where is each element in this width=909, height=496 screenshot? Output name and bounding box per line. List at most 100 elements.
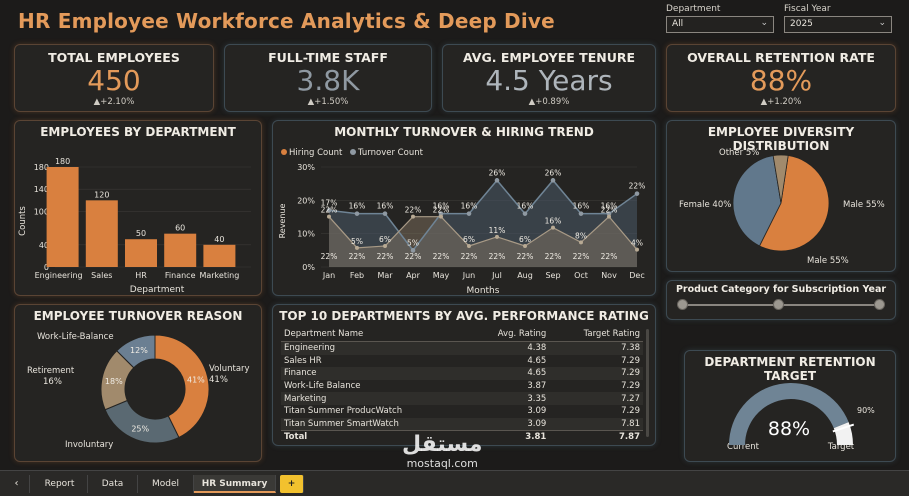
gauge-remaining-arc bbox=[833, 422, 853, 445]
column-header[interactable]: Avg. Rating bbox=[467, 327, 550, 342]
kpi-total-employees[interactable]: TOTAL EMPLOYEES 450 ▲+2.10% bbox=[14, 44, 214, 112]
x-tick-label: Mar bbox=[377, 271, 393, 280]
chart-title: MONTHLY TURNOVER & HIRING TREND bbox=[334, 125, 594, 139]
cell-department: Titan Summer SmartWatch bbox=[281, 417, 468, 431]
product-category-slicer[interactable]: Product Category for Subscription Year bbox=[666, 280, 896, 320]
x-tick-label: Sales bbox=[91, 271, 112, 280]
tab-nav-left-icon[interactable]: ‹ bbox=[4, 475, 30, 493]
performance-table-card[interactable]: TOP 10 DEPARTMENTS BY AVG. PERFORMANCE R… bbox=[272, 304, 656, 446]
hiring-point bbox=[634, 191, 640, 196]
table-row[interactable]: Marketing 3.35 7.27 bbox=[281, 392, 643, 405]
baseline-data-label: 22% bbox=[377, 252, 394, 261]
tab-report[interactable]: Report bbox=[32, 475, 88, 493]
table-row[interactable]: Finance 4.65 7.29 bbox=[281, 367, 643, 380]
pie-label-male: Male 55% bbox=[843, 200, 885, 210]
table-scrollbar[interactable] bbox=[646, 329, 649, 437]
fiscal-year-filter-select[interactable]: 2025 ⌄ bbox=[784, 16, 892, 33]
baseline-data-label: 22% bbox=[321, 252, 338, 261]
department-filter-select[interactable]: All ⌄ bbox=[666, 16, 774, 33]
table-row[interactable]: Work-Life Balance 3.87 7.29 bbox=[281, 380, 643, 393]
turnover-reason-donut: Work-Life-Balance Retirement 16% Volunta… bbox=[27, 332, 250, 450]
employees-by-department-card[interactable]: EMPLOYEES BY DEPARTMENT Counts Departmen… bbox=[14, 120, 262, 296]
cell-target-rating: 7.27 bbox=[549, 392, 643, 405]
column-header[interactable]: Department Name bbox=[281, 327, 468, 342]
x-tick-label: Feb bbox=[350, 271, 364, 280]
donut-slice-voluntary bbox=[154, 334, 210, 439]
chevron-down-icon: ⌄ bbox=[878, 18, 886, 28]
x-tick-label: Jul bbox=[491, 271, 502, 280]
cell-total-label: Total bbox=[281, 430, 468, 444]
hiring-data-label: 17% bbox=[321, 198, 338, 207]
fiscal-year-filter[interactable]: Fiscal Year 2025 ⌄ bbox=[784, 4, 892, 33]
cell-department: Finance bbox=[281, 367, 468, 380]
cell-avg-rating: 3.09 bbox=[527, 406, 547, 417]
x-axis-label: Department bbox=[130, 285, 185, 295]
donut-data-label: 41% bbox=[187, 375, 205, 384]
kpi-value: 4.5 Years bbox=[485, 64, 613, 97]
turnover-reason-card[interactable]: EMPLOYEE TURNOVER REASON Work-Life-Balan… bbox=[14, 304, 262, 462]
hiring-point bbox=[410, 248, 416, 253]
y-tick-label: 10% bbox=[297, 230, 315, 239]
chart-title: DEPARTMENT RETENTION TARGET bbox=[704, 355, 876, 383]
tab-hr-summary[interactable]: HR Summary bbox=[194, 475, 276, 493]
cell-total-avg: 3.81 bbox=[467, 430, 550, 444]
label-work-life-balance: Work-Life-Balance bbox=[37, 332, 114, 342]
pie-slice-male bbox=[758, 155, 830, 252]
chevron-down-icon: ⌄ bbox=[760, 18, 768, 28]
baseline-data-label: 22% bbox=[461, 252, 478, 261]
department-filter-label: Department bbox=[666, 4, 721, 14]
hiring-data-label: 16% bbox=[433, 202, 450, 211]
diversity-distribution-card[interactable]: EMPLOYEE DIVERSITY DISTRIBUTION Male 55%… bbox=[666, 120, 896, 272]
kpi-retention-rate[interactable]: OVERALL RETENTION RATE 88% ▲+1.20% bbox=[666, 44, 896, 112]
monthly-trend-card[interactable]: MONTHLY TURNOVER & HIRING TREND Hiring C… bbox=[272, 120, 656, 296]
y-tick-label: 0 bbox=[44, 263, 49, 272]
turnover-point bbox=[411, 214, 415, 219]
donut-data-label: 25% bbox=[131, 424, 149, 433]
slider-handle-left[interactable] bbox=[677, 299, 688, 310]
column-header[interactable]: Target Rating bbox=[549, 327, 643, 342]
fiscal-year-filter-label: Fiscal Year bbox=[784, 4, 831, 14]
cell-avg-rating: 4.65 bbox=[527, 355, 547, 366]
chart-title: EMPLOYEE DIVERSITY DISTRIBUTION bbox=[707, 125, 855, 153]
cell-target-rating: 7.29 bbox=[621, 406, 640, 417]
table-row[interactable]: Engineering 4.38 7.38 bbox=[281, 341, 643, 355]
x-tick-label: Oct bbox=[574, 271, 588, 280]
table-row[interactable]: Titan Summer SmartWatch 3.09 7.81 bbox=[281, 417, 643, 431]
y-axis-label: Counts bbox=[18, 206, 28, 236]
department-filter[interactable]: Department All ⌄ bbox=[666, 4, 774, 33]
kpi-avg-tenure[interactable]: AVG. EMPLOYEE TENURE 4.5 Years ▲+0.89% bbox=[442, 44, 656, 112]
bar-data-label: 180 bbox=[55, 157, 70, 166]
cell-total-target: 7.87 bbox=[549, 430, 643, 444]
cell-avg-rating: 3.87 bbox=[527, 381, 547, 392]
y-tick-label: 140 bbox=[34, 185, 49, 194]
slider-handle-right[interactable] bbox=[874, 299, 885, 310]
label-retirement-pct: 16% bbox=[43, 377, 62, 387]
tab-data[interactable]: Data bbox=[88, 475, 138, 493]
baseline-data-label: 22% bbox=[489, 252, 506, 261]
add-page-button[interactable]: + bbox=[280, 475, 304, 493]
turnover-point bbox=[495, 234, 499, 239]
x-tick-label: Sep bbox=[545, 271, 560, 280]
kpi-full-time-staff[interactable]: FULL-TIME STAFF 3.8K ▲+1.50% bbox=[224, 44, 432, 112]
tab-model[interactable]: Model bbox=[138, 475, 194, 493]
slider-handle-middle[interactable] bbox=[773, 299, 784, 310]
hiring-data-label: 16% bbox=[461, 202, 478, 211]
pie-label-other: Other 5% bbox=[719, 148, 759, 158]
pie-label-female: Female 40% bbox=[679, 200, 731, 210]
kpi-delta: ▲+1.20% bbox=[760, 97, 802, 107]
turnover-point bbox=[551, 225, 555, 230]
y-tick-label: 180 bbox=[34, 163, 49, 172]
hiring-point bbox=[494, 178, 500, 183]
x-tick-label: Marketing bbox=[199, 271, 239, 280]
retention-target-card[interactable]: DEPARTMENT RETENTION TARGET 88% Current … bbox=[684, 350, 896, 462]
baseline-data-label: 22% bbox=[433, 252, 450, 261]
y-tick-label: 20% bbox=[297, 196, 315, 205]
table-row[interactable]: Sales HR 4.65 7.29 bbox=[281, 355, 643, 368]
table-row[interactable]: Titan Summer ProducWatch 3.09 7.29 bbox=[281, 405, 643, 418]
table-header-row: Department Name Avg. Rating Target Ratin… bbox=[281, 327, 643, 342]
baseline-data-label: 22% bbox=[601, 252, 618, 261]
y-tick-label: 0% bbox=[302, 263, 315, 272]
hiring-point bbox=[466, 211, 472, 216]
bar-data-label: 120 bbox=[94, 190, 109, 199]
kpi-title: OVERALL RETENTION RATE bbox=[687, 50, 875, 65]
